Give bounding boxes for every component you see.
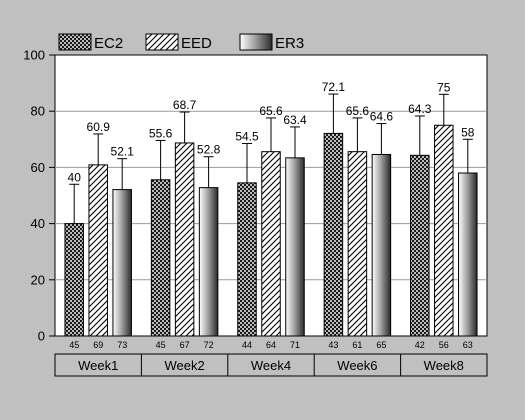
bar (371, 153, 392, 337)
value-label: 52.1 (111, 145, 135, 159)
count-label: 63 (463, 340, 473, 350)
y-axis: 0 20 40 60 80 100 (23, 48, 55, 344)
legend-swatch (239, 33, 273, 51)
count-label: 67 (180, 340, 190, 350)
category-label: Week8 (424, 358, 464, 373)
count-label: 64 (266, 340, 276, 350)
legend: EC2 EED ER3 (58, 33, 304, 52)
category-label: Week2 (164, 358, 204, 373)
value-label: 58 (461, 125, 475, 139)
bar (174, 142, 195, 337)
bar (237, 182, 257, 337)
bar (285, 157, 305, 337)
count-label: 72 (204, 340, 214, 350)
legend-label: EC2 (94, 35, 123, 52)
category-label: Week4 (251, 358, 291, 373)
y-tick-label: 0 (38, 329, 45, 344)
category-label: Week6 (337, 358, 377, 373)
bar (88, 164, 108, 337)
bar (198, 187, 219, 337)
legend-label: EED (181, 35, 212, 52)
bar (347, 151, 368, 337)
count-label: 45 (156, 340, 166, 350)
bars: 4060.952.155.668.752.854.565.663.472.165… (64, 80, 478, 337)
category-axis: Week1 Week2 Week4 Week6 Week8 (54, 353, 488, 377)
y-tick-label: 60 (31, 160, 45, 175)
count-label: 43 (328, 340, 338, 350)
count-label: 65 (376, 340, 386, 350)
legend-swatch (145, 33, 179, 51)
count-label: 71 (290, 340, 300, 350)
bar (323, 132, 344, 337)
bar (150, 179, 171, 337)
value-label: 52.8 (197, 143, 221, 157)
bar (64, 223, 84, 337)
bar (410, 154, 430, 337)
count-label: 61 (352, 340, 362, 350)
bar (434, 124, 454, 337)
value-label: 55.6 (149, 126, 173, 140)
value-label: 60.9 (87, 120, 111, 134)
count-label: 73 (117, 340, 127, 350)
bar (261, 151, 281, 337)
count-labels: 45 69 73 45 67 72 44 64 71 43 61 65 42 56 63 (69, 340, 473, 350)
value-label: 64.3 (408, 102, 432, 116)
count-label: 69 (93, 340, 103, 350)
legend-swatch (58, 33, 92, 51)
value-label: 65.6 (346, 104, 370, 118)
category-label: Week1 (78, 358, 118, 373)
y-tick-label: 20 (31, 272, 45, 287)
count-label: 42 (415, 340, 425, 350)
count-label: 56 (439, 340, 449, 350)
value-label: 54.5 (235, 130, 259, 144)
y-tick-label: 100 (23, 48, 45, 63)
bar (112, 189, 132, 337)
y-tick-label: 40 (31, 216, 45, 231)
value-label: 40 (68, 170, 82, 184)
value-label: 72.1 (322, 80, 346, 94)
value-label: 68.7 (173, 98, 197, 112)
category-box (54, 353, 488, 377)
count-label: 44 (242, 340, 252, 350)
value-label: 75 (437, 80, 451, 94)
y-tick-label: 80 (31, 104, 45, 119)
legend-label: ER3 (275, 35, 304, 52)
value-label: 64.6 (370, 110, 394, 124)
value-label: 63.4 (283, 113, 307, 127)
count-label: 45 (69, 340, 79, 350)
value-label: 65.6 (259, 104, 283, 118)
bar (458, 172, 478, 337)
